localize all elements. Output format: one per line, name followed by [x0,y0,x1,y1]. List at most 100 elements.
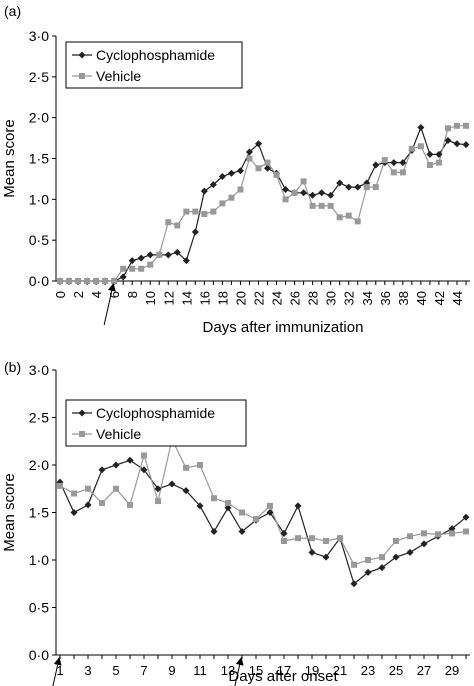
y-tick-label: 1·0 [29,191,49,207]
x-tick-label: 27 [417,663,431,678]
data-point [129,265,136,272]
data-point [165,219,172,226]
data-point [449,530,455,537]
panel-label: (b) [4,359,21,375]
y-axis-label: Mean score [1,473,18,551]
x-tick-label: 12 [161,291,176,305]
y-tick-label: 0·5 [29,600,49,616]
y-tick-label: 2·0 [29,110,49,126]
data-point [236,167,244,175]
data-point [126,456,134,464]
y-axis-label: Mean score [1,119,18,197]
data-point [327,191,335,199]
data-point [99,500,105,506]
legend-label: Vehicle [96,426,141,442]
data-point [239,509,245,516]
x-tick-label: 7 [140,663,147,678]
data-point [444,125,451,132]
x-tick-label: 10 [143,291,158,305]
data-point [85,485,91,492]
data-point [420,540,428,548]
x-axis-label: Days after immunization [203,319,364,336]
x-tick-label: 29 [445,663,459,678]
data-point [390,159,398,167]
data-point [119,273,127,281]
data-point [393,538,399,544]
x-tick-label: 3 [84,663,91,678]
y-tick-label: 1·0 [29,552,49,568]
data-point [225,500,231,506]
data-point [147,261,154,268]
data-point [112,461,120,469]
data-point [392,553,400,561]
chart-panel-b: (b)0·00·51·01·52·02·53·01 3 5 7 9 11 13 15 17 19 2… [1,359,470,686]
data-point [219,200,226,207]
data-point [93,278,100,284]
data-point [154,485,162,493]
x-tick-label: 26 [288,291,303,305]
x-tick-label: 4 [89,291,104,298]
data-point [295,535,301,542]
data-point [282,196,289,203]
data-point [140,466,148,474]
data-point [421,530,427,537]
data-point [227,169,235,177]
data-point [351,561,357,568]
data-point [182,257,190,265]
data-point [191,228,199,236]
data-point [291,189,298,196]
x-tick-label: 42 [432,291,447,305]
x-tick-label: 38 [396,291,411,305]
legend-marker [79,431,85,437]
y-tick-label: 0·0 [29,647,49,663]
data-point [444,137,452,145]
data-point [378,564,386,572]
data-point [164,251,172,259]
panel-label: (a) [4,3,21,19]
x-tick-label: 2 [71,291,86,298]
x-tick-label: 17 [277,663,291,678]
data-point [210,208,217,215]
data-point [453,140,461,148]
x-tick-label: 13 [221,663,235,678]
data-point [173,248,181,256]
data-point [408,145,415,152]
data-point [294,502,302,510]
series-line-0 [59,459,467,585]
data-point [192,208,199,215]
data-point [98,466,106,474]
legend-label: Cyclophosphamide [96,47,215,63]
data-point [146,251,154,259]
x-tick-label: 24 [270,291,285,305]
data-point [280,529,288,537]
data-point [407,533,413,540]
data-point [246,155,253,162]
data-point [337,535,343,542]
data-point [254,140,262,148]
x-tick-label: 11 [193,663,207,678]
data-point [266,509,274,516]
x-tick-label: 9 [168,663,175,678]
chart-panel-a: (a)0·00·51·01·52·02·53·00 2 4 6 8 10 12 14 16 18 2… [1,3,470,336]
data-point [111,278,118,284]
data-point [264,164,272,172]
legend-marker [79,73,85,79]
data-point [350,580,358,588]
x-tick-label: 8 [125,291,140,298]
data-point [102,278,109,284]
data-point [426,150,434,158]
data-point [174,222,181,229]
series-line-0 [60,125,467,282]
y-tick-label: 1·5 [29,151,49,167]
arrow-marker [103,283,116,326]
data-point [267,502,273,509]
data-point [71,490,77,497]
data-point [75,278,82,284]
data-point [84,501,92,509]
data-point [196,502,204,510]
data-point [57,482,63,489]
series-line-1 [60,125,466,282]
data-point [336,214,343,221]
data-point [399,159,407,167]
